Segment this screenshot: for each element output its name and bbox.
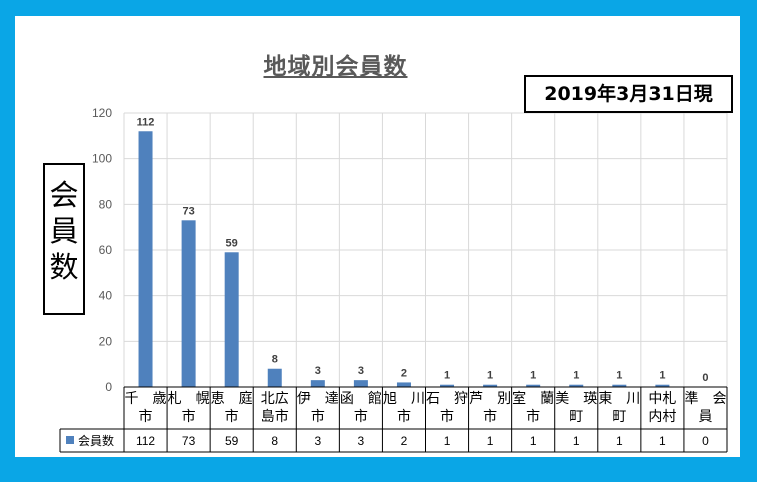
table-value: 73 <box>182 434 196 448</box>
category-label: 室 蘭 <box>512 390 554 407</box>
chart-title: 地域別会員数 <box>263 54 408 80</box>
category-label: 市 <box>440 408 454 425</box>
table-value: 8 <box>271 434 278 448</box>
data-label: 1 <box>530 370 536 382</box>
table-value: 1 <box>659 434 666 448</box>
y-tick-label: 40 <box>99 289 113 303</box>
bar <box>181 220 196 387</box>
data-label: 1 <box>659 370 665 382</box>
bar <box>224 252 239 387</box>
data-label: 0 <box>702 372 708 384</box>
category-label: 東 川 <box>598 391 640 407</box>
y-tick-label: 100 <box>92 152 112 166</box>
category-label: 芦 別 <box>469 391 511 407</box>
category-label: 準 会 <box>684 391 726 407</box>
y-tick-label: 120 <box>92 106 112 120</box>
category-label: 市 <box>139 408 153 425</box>
table-value: 3 <box>358 434 365 448</box>
bar <box>267 368 282 387</box>
y-tick-label: 20 <box>99 334 113 348</box>
y-tick-label: 60 <box>99 243 113 257</box>
bar <box>310 380 325 387</box>
category-label: 伊 達 <box>297 391 339 407</box>
category-label: 島市 <box>261 408 289 425</box>
category-label: 町 <box>569 409 583 425</box>
table-value: 1 <box>487 434 494 448</box>
category-label: 恵 庭 <box>211 390 253 407</box>
data-label: 1 <box>487 370 493 382</box>
data-label: 1 <box>444 370 450 382</box>
data-label: 1 <box>573 370 579 382</box>
data-label: 3 <box>315 365 321 377</box>
table-value: 59 <box>225 434 239 448</box>
table-value: 1 <box>573 434 580 448</box>
bar <box>483 384 498 387</box>
data-label: 8 <box>272 354 278 366</box>
category-label: 北広 <box>261 391 289 407</box>
table-value: 1 <box>444 434 451 448</box>
y-axis-label: 会員数 <box>49 178 79 284</box>
category-label: 町 <box>612 409 626 425</box>
table-value: 1 <box>530 434 537 448</box>
y-tick-label: 80 <box>99 197 113 211</box>
category-label: 市 <box>182 408 196 425</box>
category-label: 市 <box>397 408 411 425</box>
y-axis-label-box: 会員数 <box>43 163 85 315</box>
category-label: 美 瑛 <box>555 391 597 407</box>
category-label: 札 幌 <box>168 391 210 407</box>
date-note: 2019年3月31日現 <box>524 75 733 113</box>
bar <box>440 384 455 387</box>
y-tick-label: 0 <box>105 380 112 394</box>
data-label: 73 <box>182 205 194 217</box>
category-label: 市 <box>354 408 368 425</box>
category-label: 石 狩 <box>426 391 468 407</box>
category-label: 市 <box>526 408 540 425</box>
table-value: 112 <box>136 434 155 448</box>
category-label: 千 歳 <box>125 391 167 407</box>
category-label: 市 <box>225 408 239 425</box>
category-label: 市 <box>311 408 325 425</box>
bar <box>353 380 368 387</box>
data-label: 1 <box>616 370 622 382</box>
bar <box>526 384 541 387</box>
category-label: 内村 <box>648 409 676 425</box>
category-label: 員 <box>698 409 712 425</box>
data-label: 112 <box>137 116 155 128</box>
bar <box>612 384 627 387</box>
category-label: 市 <box>483 408 497 425</box>
table-value: 2 <box>401 434 408 448</box>
category-label: 中札 <box>648 391 676 407</box>
table-value: 1 <box>616 434 623 448</box>
category-label: 函 館 <box>340 390 382 407</box>
table-value: 3 <box>314 434 321 448</box>
bar <box>138 131 153 387</box>
legend-label: 会員数 <box>78 433 114 448</box>
data-label: 59 <box>226 237 238 249</box>
bar <box>569 384 584 387</box>
data-label: 3 <box>358 365 364 377</box>
table-value: 0 <box>702 434 709 448</box>
category-label: 旭 川 <box>383 391 425 407</box>
bar <box>655 384 670 387</box>
bar <box>396 382 411 387</box>
data-label: 2 <box>401 367 407 379</box>
legend-swatch <box>66 436 74 444</box>
